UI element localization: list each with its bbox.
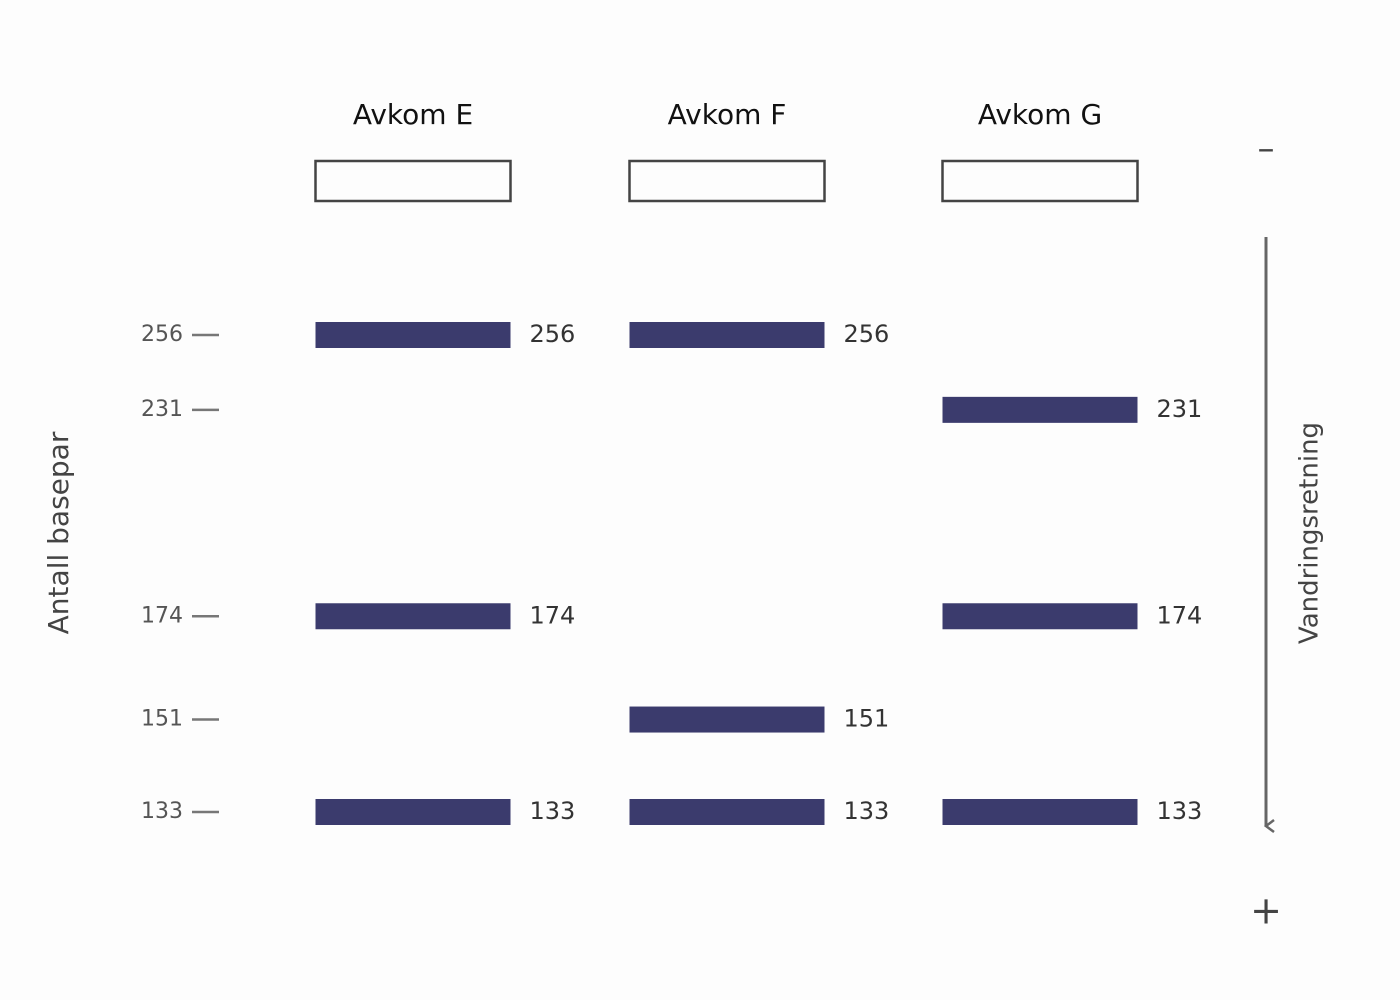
band: [315, 799, 511, 825]
band: [629, 799, 825, 825]
band-label: 133: [530, 797, 576, 825]
band: [942, 603, 1138, 630]
band-label: 133: [844, 797, 890, 825]
direction-label: Vandringsretning: [1295, 422, 1325, 644]
marker-label: 151: [141, 707, 183, 732]
band: [315, 603, 511, 630]
band: [629, 322, 825, 348]
band: [942, 799, 1138, 825]
band-label: 151: [844, 705, 890, 733]
marker-label: 256: [141, 322, 183, 347]
band-label: 231: [1157, 395, 1203, 423]
band-label: 256: [530, 320, 576, 348]
lane-title: Avkom G: [978, 98, 1102, 131]
well: [628, 159, 826, 203]
band: [942, 396, 1138, 423]
band-label: 174: [1157, 601, 1203, 629]
band-label: 133: [1157, 797, 1203, 825]
marker-label: 133: [141, 799, 183, 824]
lane-title: Avkom F: [668, 98, 787, 131]
band: [315, 322, 511, 348]
cathode-sign: –: [1258, 129, 1275, 169]
axis-label: Antall basepar: [42, 431, 75, 634]
band-label: 174: [530, 601, 576, 629]
band-label: 256: [844, 320, 890, 348]
marker-label: 174: [141, 603, 183, 628]
lane-title: Avkom E: [353, 98, 473, 131]
well: [941, 159, 1139, 203]
anode-sign: +: [1250, 889, 1282, 933]
well: [314, 159, 512, 203]
band: [629, 706, 825, 733]
marker-label: 231: [141, 397, 183, 422]
